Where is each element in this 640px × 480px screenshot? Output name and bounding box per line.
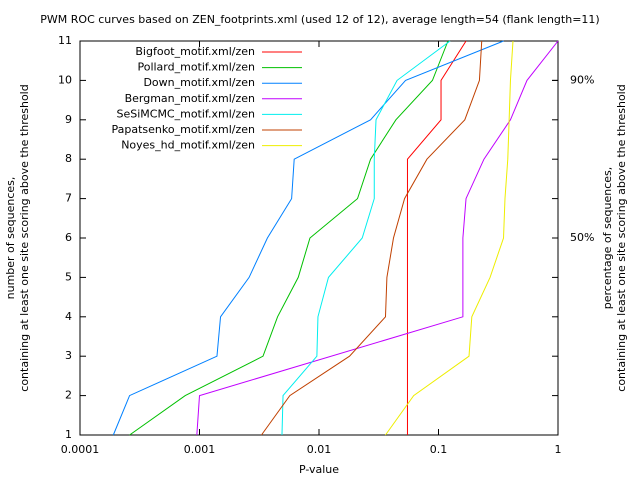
x-tick-label: 0.0001 [61, 443, 100, 456]
legend-label: Papatsenko_motif.xml/zen [112, 123, 256, 136]
y-tick-label: 1 [65, 428, 72, 441]
y2-axis-label-line: percentage of sequences, [601, 167, 614, 309]
y-tick-label: 7 [65, 192, 72, 205]
x-tick-label: 0.1 [430, 443, 448, 456]
chart-title: PWM ROC curves based on ZEN_footprints.x… [40, 13, 599, 26]
legend-label: Pollard_motif.xml/zen [137, 61, 255, 74]
series-line [406, 40, 467, 435]
series-line [112, 40, 504, 436]
x-axis-label: P-value [299, 463, 339, 476]
y-tick-label: 8 [65, 152, 72, 165]
y-tick-label: 2 [65, 389, 72, 402]
y-axis-label-line: number of sequences, [4, 177, 17, 300]
legend-label: Noyes_hd_motif.xml/zen [121, 139, 255, 152]
legend-label: Down_motif.xml/zen [143, 76, 255, 89]
y-tick-label: 5 [65, 270, 72, 283]
legend-label: Bergman_motif.xml/zen [125, 92, 255, 105]
y2-tick-label: 50% [570, 231, 594, 244]
series-line [129, 40, 449, 436]
x-tick-label: 0.01 [307, 443, 332, 456]
y2-axis-label: percentage of sequences, containing at l… [601, 84, 628, 391]
y-axis-label-line: containing at least one site scoring abo… [18, 84, 31, 391]
y-tick-label: 3 [65, 349, 72, 362]
series-line [385, 40, 514, 436]
y2-axis-label-line: containing at least one site scoring abo… [615, 84, 628, 391]
y-tick-label: 11 [58, 34, 72, 47]
y-tick-label: 9 [65, 113, 72, 126]
y-tick-label: 4 [65, 310, 72, 323]
legend-label: Bigfoot_motif.xml/zen [135, 45, 255, 58]
x-tick-label: 0.001 [184, 443, 216, 456]
series-line [261, 40, 483, 436]
series-line [281, 40, 451, 436]
legend-label: SeSiMCMC_motif.xml/zen [116, 107, 255, 120]
x-tick-label: 1 [555, 443, 562, 456]
y-tick-label: 6 [65, 231, 72, 244]
y-tick-label: 10 [58, 73, 72, 86]
y-axis-label: number of sequences, containing at least… [4, 84, 31, 391]
y2-tick-label: 90% [570, 73, 594, 86]
series-line [196, 40, 559, 436]
